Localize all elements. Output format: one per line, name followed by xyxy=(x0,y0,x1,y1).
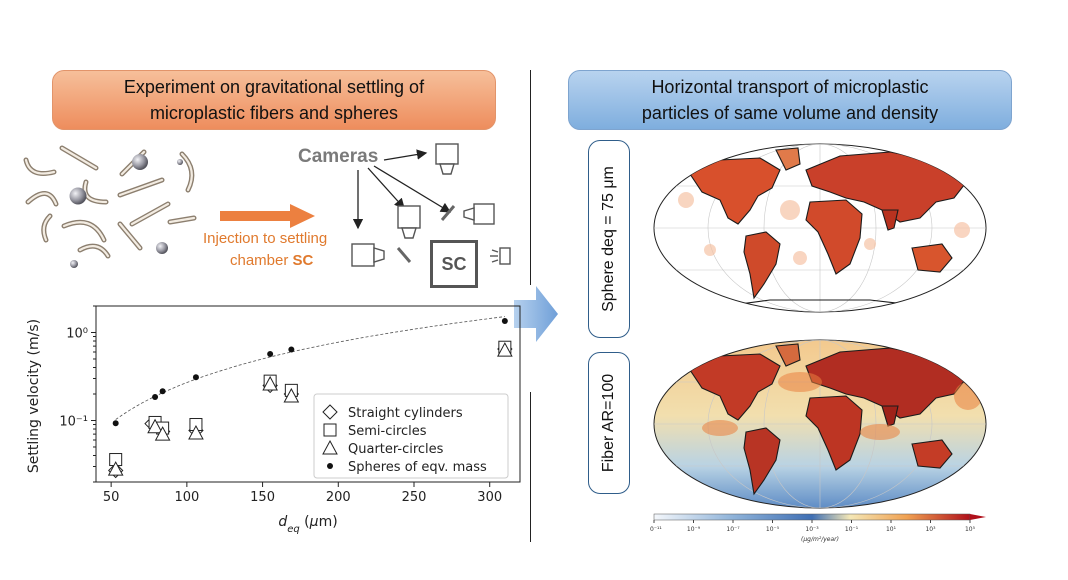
injection-arrow-icon xyxy=(220,204,315,228)
right-title-line1: Horizontal transport of microplastic xyxy=(651,77,929,97)
greenland xyxy=(775,147,801,171)
north-america xyxy=(689,157,781,225)
south-america xyxy=(743,231,781,300)
camera-setup-diagram xyxy=(351,143,511,267)
x-tick-label: 100 xyxy=(174,490,199,505)
divider-lower xyxy=(530,392,531,542)
colorbar-tick-label: 10⁻⁷ xyxy=(726,526,740,533)
legend-label: Spheres of eqv. mass xyxy=(348,460,487,475)
chamber-label-sc: SC xyxy=(292,252,314,269)
data-point-dot xyxy=(501,318,508,325)
settling-chamber-label: SC xyxy=(441,253,467,274)
colorbar-tick-label: 10⁵ xyxy=(965,526,976,533)
divider-upper xyxy=(530,70,531,285)
x-axis-label: deq (μm) xyxy=(278,514,337,535)
fiber-map-label-box: Fiber AR=100 xyxy=(588,352,630,494)
data-point-triangle xyxy=(497,342,513,357)
settling-chamber-box: SC xyxy=(430,240,478,288)
left-section-title: Experiment on gravitational settling of … xyxy=(52,70,496,130)
colorbar-extend xyxy=(970,514,986,520)
colorbar-tick-label: 10⁻¹ xyxy=(845,526,859,533)
chart-legend: Straight cylinders Semi-circles Quarter-ci… xyxy=(313,393,509,479)
x-tick-label: 250 xyxy=(402,490,427,505)
cameras-label: Cameras xyxy=(298,146,379,167)
data-point-triangle xyxy=(107,461,124,476)
plot-marks xyxy=(107,316,513,479)
chamber-label: chamber SC xyxy=(230,252,313,269)
right-section-title: Horizontal transport of microplastic par… xyxy=(568,70,1012,130)
x-tick-label: 150 xyxy=(250,490,275,505)
x-tick-label: 300 xyxy=(477,490,502,505)
data-point-dot xyxy=(159,388,166,395)
data-point-triangle xyxy=(283,387,300,403)
left-title-line1: Experiment on gravitational settling of xyxy=(123,77,425,97)
colorbar: 10⁻¹¹ 10⁻⁹ 10⁻⁷ 10⁻⁵ 10⁻³ 10⁻¹ 10¹ 10³ 10⁵ (μg/m… xyxy=(650,513,986,543)
data-point-dot xyxy=(288,346,295,353)
colorbar-tick-label: 10⁻³ xyxy=(805,526,819,533)
legend-marker-triangle xyxy=(322,439,338,455)
sphere-deposition-map xyxy=(653,143,987,313)
colorbar-tick-label: 10⁻⁹ xyxy=(687,526,701,533)
data-point-triangle xyxy=(188,424,204,440)
colorbar-tick-label: 10¹ xyxy=(886,526,897,533)
y-tick-label: 10⁻¹ xyxy=(59,414,88,429)
data-point-dot xyxy=(112,420,119,427)
legend-label: Straight cylinders xyxy=(348,406,463,421)
fiber-deposition-map xyxy=(653,339,987,509)
data-point-dot xyxy=(267,350,274,357)
colorbar-tick-label: 10³ xyxy=(925,526,936,533)
y-axis-label: Settling velocity (m/s) xyxy=(26,319,42,473)
australia xyxy=(911,243,953,273)
left-title-line2: microplastic fibers and spheres xyxy=(149,103,399,123)
trend-line xyxy=(115,316,505,420)
data-point-dot xyxy=(192,374,199,381)
africa xyxy=(805,199,863,275)
legend-label: Quarter-circles xyxy=(348,442,444,457)
colorbar-unit: (μg/m²/year) xyxy=(801,536,839,543)
data-point-triangle xyxy=(262,375,278,391)
fiber-map-label: Fiber AR=100 xyxy=(600,373,617,473)
transition-arrow-icon xyxy=(514,286,558,342)
right-title-line2: particles of same volume and density xyxy=(641,103,939,123)
colorbar-tick-label: 10⁻¹¹ xyxy=(650,526,662,533)
settling-velocity-chart: Settling velocity (m/s) deq (μm) Straigh… xyxy=(26,305,521,535)
colorbar-gradient xyxy=(653,513,971,521)
y-tick-label: 10⁰ xyxy=(66,326,88,341)
sphere-map-label-box: Sphere deq = 75 μm xyxy=(588,140,630,338)
legend-marker-diamond xyxy=(322,404,338,420)
legend-marker-square xyxy=(323,423,337,437)
data-point-dot xyxy=(152,393,159,400)
data-point-triangle xyxy=(154,426,171,441)
injection-label: Injection to settling xyxy=(203,230,328,247)
legend-label: Semi-circles xyxy=(348,424,427,439)
sphere-map-label: Sphere deq = 75 μm xyxy=(600,166,617,312)
legend-frame xyxy=(313,393,509,479)
legend-marker-dot xyxy=(327,463,333,469)
colorbar-tick-label: 10⁻⁵ xyxy=(766,526,780,533)
data-point-triangle xyxy=(147,418,163,434)
particles-illustration xyxy=(23,145,197,268)
india xyxy=(881,209,899,231)
colorbar-ticks: 10⁻¹¹ 10⁻⁹ 10⁻⁷ 10⁻⁵ 10⁻³ 10⁻¹ 10¹ 10³ 10⁵ xyxy=(650,520,976,533)
x-tick-label: 200 xyxy=(326,490,351,505)
x-tick-label: 50 xyxy=(103,490,120,505)
chamber-label-prefix: chamber xyxy=(230,252,293,269)
